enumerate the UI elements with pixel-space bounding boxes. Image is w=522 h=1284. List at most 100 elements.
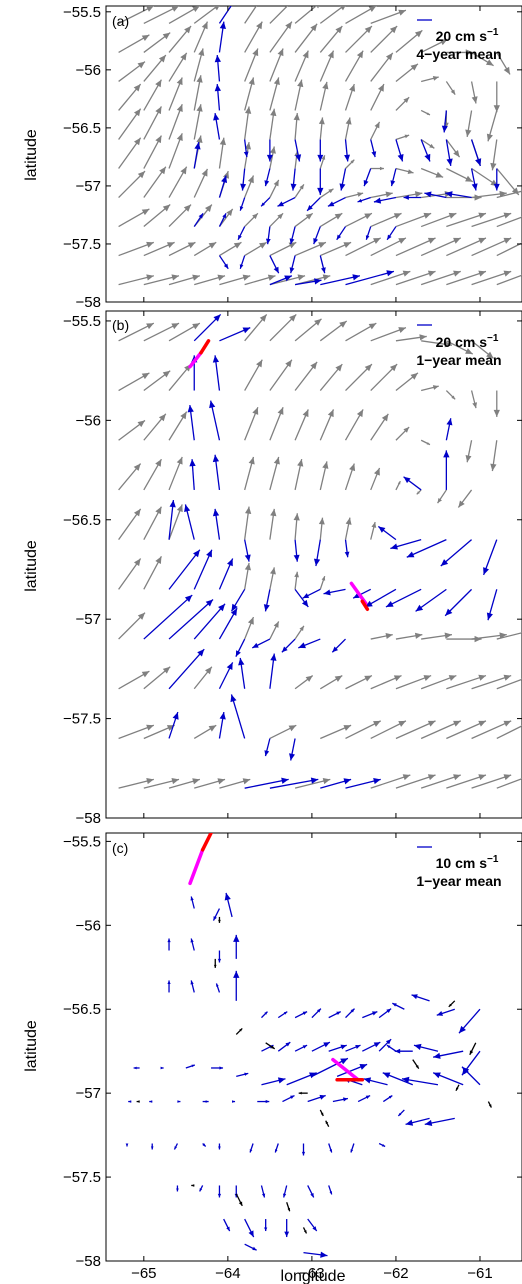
observed-velocity-arrow bbox=[209, 400, 221, 441]
model-velocity-arrow bbox=[319, 675, 343, 690]
observed-velocity-arrow bbox=[386, 226, 397, 241]
y-tick-label: −56 bbox=[76, 412, 101, 429]
observed-velocity-arrow bbox=[362, 1011, 378, 1019]
alt-velocity-arrow bbox=[235, 1193, 243, 1207]
model-velocity-arrow bbox=[457, 489, 473, 508]
observed-velocity-arrow bbox=[277, 196, 296, 207]
observed-velocity-arrow bbox=[257, 1099, 270, 1104]
observed-velocity-arrow bbox=[168, 711, 179, 739]
observed-velocity-arrow bbox=[311, 1008, 322, 1019]
observed-velocity-arrow bbox=[482, 539, 498, 576]
model-velocity-arrow bbox=[244, 506, 252, 540]
observed-velocity-arrow bbox=[403, 195, 422, 200]
model-velocity-arrow bbox=[269, 21, 293, 53]
y-tick-label: −56 bbox=[76, 62, 101, 79]
model-velocity-arrow bbox=[345, 192, 364, 199]
model-velocity-arrow bbox=[345, 674, 373, 690]
y-tick-label: −58 bbox=[76, 294, 101, 311]
observed-velocity-arrow bbox=[345, 270, 395, 286]
observed-velocity-arrow bbox=[302, 588, 321, 599]
model-velocity-arrow bbox=[168, 274, 201, 286]
observed-velocity-arrow bbox=[218, 558, 234, 590]
model-velocity-arrow bbox=[143, 166, 167, 198]
observed-velocity-arrow bbox=[397, 1109, 405, 1117]
observed-velocity-arrow bbox=[265, 226, 271, 245]
model-velocity-arrow bbox=[345, 159, 355, 169]
model-velocity-arrow bbox=[118, 463, 142, 491]
panel-c-scale-label: 10 cm s−1 bbox=[436, 854, 499, 871]
model-velocity-arrow bbox=[496, 274, 522, 286]
observed-velocity-arrow bbox=[260, 1185, 266, 1198]
model-velocity-arrow bbox=[118, 241, 155, 257]
model-velocity-arrow bbox=[143, 322, 180, 342]
model-velocity-arrow bbox=[446, 774, 487, 789]
observed-velocity-arrow bbox=[362, 1041, 381, 1052]
observed-velocity-arrow bbox=[128, 1100, 132, 1103]
observed-velocity-arrow bbox=[244, 1243, 257, 1251]
model-velocity-arrow bbox=[244, 314, 268, 342]
observed-velocity-arrow bbox=[401, 1076, 439, 1086]
model-velocity-arrow bbox=[269, 456, 280, 491]
observed-velocity-arrow bbox=[212, 355, 221, 391]
model-velocity-arrow bbox=[446, 167, 474, 183]
model-velocity-arrow bbox=[344, 409, 364, 441]
observed-velocity-arrow bbox=[282, 1094, 295, 1103]
observed-velocity-arrow bbox=[382, 1095, 393, 1103]
observed-velocity-arrow bbox=[344, 139, 351, 162]
model-velocity-arrow bbox=[471, 720, 512, 740]
y-tick-label: −57 bbox=[76, 1085, 101, 1102]
observed-velocity-arrow bbox=[193, 603, 226, 640]
y-tick-label: −56.5 bbox=[63, 512, 101, 529]
model-velocity-arrow bbox=[143, 106, 162, 140]
model-velocity-arrow bbox=[345, 25, 373, 53]
observed-velocity-arrow bbox=[320, 274, 361, 286]
model-velocity-arrow bbox=[370, 633, 393, 640]
model-velocity-arrow bbox=[471, 270, 512, 286]
observed-velocity-arrow bbox=[260, 197, 271, 207]
observed-velocity-arrow bbox=[493, 168, 500, 191]
panel-a-label: (a) bbox=[112, 13, 129, 29]
observed-velocity-arrow bbox=[332, 1097, 349, 1103]
model-velocity-arrow bbox=[219, 778, 251, 789]
panel-c-yticks: −55.5 −56 −56.5 −57 −57.5 −58 bbox=[63, 833, 522, 1270]
model-velocity-arrow bbox=[193, 6, 220, 24]
observed-velocity-arrow bbox=[294, 588, 309, 608]
observed-velocity-arrow bbox=[470, 139, 482, 167]
model-velocity-arrow bbox=[244, 21, 263, 53]
observed-velocity-arrow bbox=[313, 539, 321, 567]
observed-velocity-arrow bbox=[363, 168, 372, 187]
model-velocity-arrow bbox=[344, 50, 364, 82]
model-velocity-arrow bbox=[446, 237, 487, 257]
observed-velocity-arrow bbox=[313, 226, 321, 245]
y-tick-label: −56.5 bbox=[63, 1001, 101, 1018]
observed-velocity-arrow bbox=[294, 1044, 308, 1052]
model-velocity-arrow bbox=[465, 110, 473, 137]
observed-velocity-arrow bbox=[213, 112, 221, 140]
model-velocity-arrow bbox=[420, 109, 431, 116]
model-velocity-arrow bbox=[168, 778, 201, 789]
observed-velocity-arrow bbox=[150, 1143, 154, 1150]
model-velocity-arrow bbox=[420, 167, 444, 178]
observed-velocity-arrow bbox=[377, 525, 397, 541]
observed-velocity-arrow bbox=[261, 1077, 286, 1086]
panel-c: −55.5 −56 −56.5 −57 −57.5 −58 −65 −64 −63 −62 −61… bbox=[23, 832, 522, 1284]
model-velocity-arrow bbox=[437, 489, 447, 504]
panel-a: −55.5 −56 −56.5 −57 −57.5 −58 (a) latitude 20… bbox=[23, 4, 522, 311]
model-velocity-arrow bbox=[420, 75, 439, 83]
observed-velocity-arrow bbox=[301, 1143, 306, 1156]
model-velocity-arrow bbox=[244, 456, 255, 491]
model-velocity-arrow bbox=[319, 212, 343, 228]
observed-velocity-arrow bbox=[378, 1142, 386, 1148]
model-velocity-arrow bbox=[193, 666, 213, 690]
observed-velocity-arrow bbox=[284, 1219, 290, 1238]
y-tick-label: −56 bbox=[76, 917, 101, 934]
observed-velocity-arrow bbox=[413, 1043, 439, 1052]
model-velocity-arrow bbox=[143, 32, 171, 53]
observed-velocity-arrow bbox=[281, 638, 296, 653]
model-velocity-arrow bbox=[143, 506, 162, 540]
alt-velocity-arrow bbox=[136, 1100, 140, 1103]
panel-b: −55.5 −56 −56.5 −57 −57.5 −58 (b) latitude 20… bbox=[23, 310, 522, 827]
model-velocity-arrow bbox=[294, 409, 309, 441]
model-velocity-arrow bbox=[471, 190, 507, 199]
model-velocity-arrow bbox=[118, 724, 155, 740]
